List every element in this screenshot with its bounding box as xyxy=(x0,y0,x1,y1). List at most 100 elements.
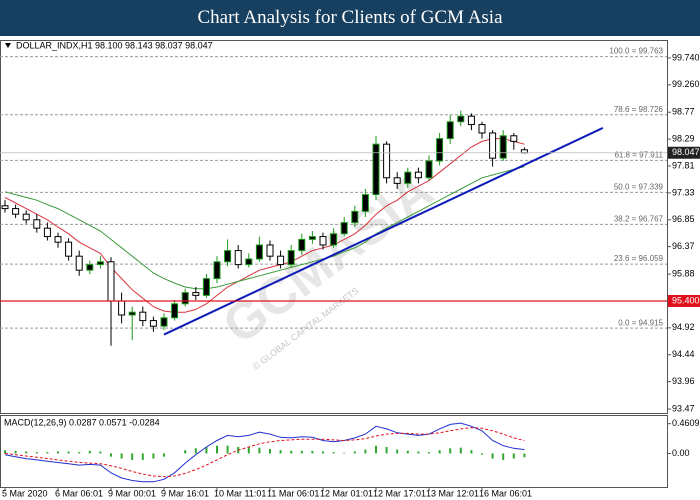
macd-histogram-bar xyxy=(428,452,430,454)
candle-body xyxy=(383,143,391,179)
y-tick-label: 94.92 xyxy=(672,322,695,332)
candle-body xyxy=(266,244,274,257)
candle-body xyxy=(489,132,497,159)
macd-histogram-bar xyxy=(4,450,6,454)
price-panel xyxy=(0,40,668,414)
macd-histogram-bar xyxy=(438,450,441,454)
y-tick-label: 97.81 xyxy=(672,160,695,170)
support-label: 95.400 xyxy=(672,295,700,305)
macd-y-tick-label: 0.4609 xyxy=(672,418,700,428)
macd-histogram-bar xyxy=(25,451,28,454)
candle-body xyxy=(149,320,157,327)
x-tick-label: 13 Mar 12:01 xyxy=(426,488,479,498)
macd-histogram-bar xyxy=(375,445,377,454)
x-tick-label: 10 Mar 11:01 xyxy=(214,488,266,498)
candle-body xyxy=(298,238,306,252)
macd-histogram-bar xyxy=(502,453,505,460)
macd-histogram-bar xyxy=(205,446,208,454)
macd-histogram-bar xyxy=(300,450,303,454)
candle-body xyxy=(446,121,454,140)
fib-label: 0.0 = 94.915 xyxy=(618,318,663,327)
fib-label: 23.6 = 96.059 xyxy=(614,254,664,263)
candle-body xyxy=(330,233,338,246)
support-label-box xyxy=(668,294,700,307)
macd-histogram-bar xyxy=(269,448,271,454)
macd-histogram-bar xyxy=(311,450,314,454)
macd-histogram-bar xyxy=(396,449,399,454)
candle-body xyxy=(202,278,210,296)
candle-body xyxy=(171,303,179,319)
macd-histogram-bar xyxy=(110,453,112,457)
candle-body xyxy=(54,236,62,243)
candle-body xyxy=(414,171,422,179)
candle-body xyxy=(361,194,369,212)
fib-label: 100.0 = 99.763 xyxy=(609,47,663,56)
candle-body xyxy=(96,261,104,266)
title-bar: Chart Analysis for Clients of GCM Asia xyxy=(0,0,700,36)
x-tick-label: 12 Mar 01:01 xyxy=(320,488,373,498)
x-tick-label: 5 Mar 2020 xyxy=(2,488,48,498)
macd-label: MACD(12,26,9) 0.0287 0.0571 -0.0284 xyxy=(4,417,160,427)
candle-body xyxy=(425,160,433,179)
candle-body xyxy=(478,124,486,134)
moving-average xyxy=(4,138,525,313)
candle-body xyxy=(128,311,136,316)
candle-body xyxy=(139,311,147,322)
moving-average xyxy=(4,166,525,290)
macd-histogram-bar xyxy=(131,453,134,460)
candle-body xyxy=(234,250,242,266)
macd-histogram-bar xyxy=(332,452,335,454)
macd-histogram-bar xyxy=(216,445,218,454)
macd-histogram-bar xyxy=(57,451,59,454)
macd-histogram-bar xyxy=(163,453,165,457)
macd-histogram-bar xyxy=(194,448,197,454)
macd-histogram-bar xyxy=(152,453,155,459)
candle-body xyxy=(33,219,41,229)
candle-body xyxy=(181,292,189,305)
macd-histogram-bar xyxy=(481,453,483,455)
macd-histogram-bar xyxy=(459,447,462,454)
macd-histogram-bar xyxy=(417,451,420,454)
macd-histogram-bar xyxy=(364,449,367,454)
candle-body xyxy=(520,149,528,154)
candle-body xyxy=(213,261,221,280)
macd-histogram-bar xyxy=(67,451,70,454)
x-tick-label: 9 Mar 00:01 xyxy=(108,488,156,498)
macd-y-tick-label: 0.00 xyxy=(672,448,690,458)
y-tick-label: 96.37 xyxy=(672,241,695,251)
candle-body xyxy=(308,236,316,240)
macd-histogram-bar xyxy=(46,452,49,454)
symbol-header: DOLLAR_INDX,H1 98.100 98.143 98.037 98.0… xyxy=(16,40,213,50)
candle-body xyxy=(351,210,359,224)
y-tick-label: 97.33 xyxy=(672,187,695,197)
candle-body xyxy=(340,222,348,235)
candle-body xyxy=(107,261,115,302)
candle-body xyxy=(12,208,20,215)
candle-body xyxy=(393,177,401,184)
fib-label: 61.8 = 97.911 xyxy=(614,150,663,159)
macd-histogram-bar xyxy=(449,448,452,454)
candle-body xyxy=(467,115,475,126)
macd-histogram-bar xyxy=(184,450,187,454)
candle-body xyxy=(22,213,30,221)
macd-histogram-bar xyxy=(385,446,388,454)
candle-body xyxy=(160,317,168,327)
macd-histogram-bar xyxy=(141,453,144,460)
macd-panel xyxy=(0,415,668,488)
candle-body xyxy=(457,115,465,123)
x-tick-label: 11 Mar 06:01 xyxy=(267,488,319,498)
macd-histogram-bar xyxy=(78,452,81,454)
chart: DOLLAR_INDX,H1 98.100 98.143 98.037 98.0… xyxy=(0,40,700,498)
macd-histogram-bar xyxy=(258,447,261,454)
macd-histogram-bar xyxy=(290,450,293,454)
macd-line xyxy=(4,422,525,483)
macd-histogram-bar xyxy=(512,453,515,459)
candle-body xyxy=(255,244,263,260)
candle-body xyxy=(86,264,94,271)
macd-histogram-bar xyxy=(14,450,17,454)
macd-histogram-bar xyxy=(343,452,346,454)
candle-body xyxy=(224,250,232,263)
x-tick-label: 9 Mar 16:01 xyxy=(161,488,209,498)
macd-histogram-bar xyxy=(470,450,473,454)
